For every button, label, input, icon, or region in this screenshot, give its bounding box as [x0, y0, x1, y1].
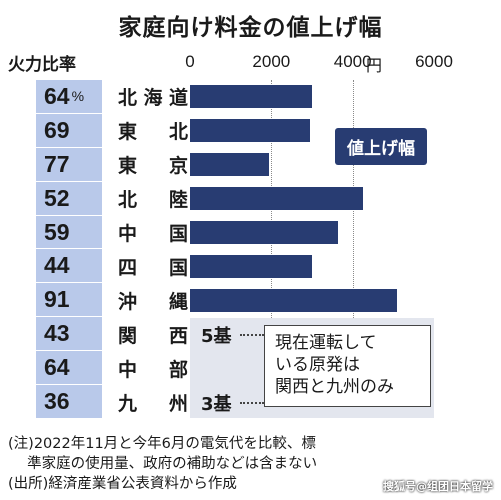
x-tick-label: 2000	[252, 52, 291, 71]
x-tick-label: 0	[185, 52, 195, 71]
region-label-char: 東	[118, 155, 138, 178]
region-label: 四国	[118, 250, 188, 284]
bar-北陸	[190, 187, 363, 211]
region-label-char: 北	[118, 189, 138, 212]
region-label: 関西	[118, 317, 188, 351]
note-line: いる原発は	[275, 355, 360, 375]
region-label-char: 中	[118, 223, 138, 246]
reactor-count-label: 5基	[201, 322, 232, 349]
x-tick-label: 6000	[415, 52, 453, 71]
region-label: 中国	[118, 216, 188, 250]
note-line: 現在運転して	[275, 333, 377, 353]
region-label-char: 国	[168, 256, 188, 279]
region-label: 東北	[118, 114, 188, 148]
leader-line	[240, 402, 264, 405]
region-label-char: 関	[118, 324, 138, 347]
region-label-char: 国	[168, 223, 188, 246]
thermal-ratio-value: 69	[36, 114, 102, 148]
region-label: 東京	[118, 148, 188, 182]
thermal-ratio-column: 64% 69 77 52 59 44 91 43 64 36	[36, 80, 102, 419]
bar-沖縄	[190, 288, 398, 312]
region-label-char: 州	[168, 392, 188, 415]
region-label-char: 陸	[168, 189, 188, 212]
footer-source: (出所)経済産業省公表資料から作成	[8, 476, 237, 492]
thermal-ratio-value: 77	[36, 148, 102, 182]
x-tick-label: 4000	[333, 52, 372, 71]
region-label: 北海道	[118, 80, 188, 114]
bar-中国	[190, 221, 339, 245]
footer-note-1: (注)2022年11月と今年6月の電気代を比較、標	[8, 436, 316, 452]
bar-北海道	[190, 85, 312, 109]
region-label: 九州	[118, 385, 188, 419]
region-label-char: 縄	[168, 290, 188, 313]
region-label-char: 部	[168, 358, 188, 381]
region-label: 沖縄	[118, 283, 188, 317]
legend-badge: 値上げ幅	[335, 128, 427, 165]
thermal-ratio-value: 44	[36, 250, 102, 284]
region-label-char: 中	[118, 358, 138, 381]
percent-sign: %	[71, 88, 85, 105]
region-label: 中部	[118, 351, 188, 385]
footer-note-2: 準家庭の使用量、政府の補助などは含まない	[8, 456, 318, 472]
bar-四国	[190, 254, 312, 278]
note-line: 関西と九州のみ	[275, 377, 394, 397]
region-label-char: 九	[118, 392, 138, 415]
thermal-ratio-value: 64%	[36, 80, 102, 114]
leader-line	[240, 334, 264, 337]
region-label-char: 京	[168, 155, 188, 178]
bar-東北	[190, 119, 310, 143]
thermal-ratio-value: 36	[36, 385, 102, 419]
region-label-char: 四	[118, 256, 138, 279]
x-axis-unit: 円	[366, 56, 383, 75]
region-label-char: 北	[168, 121, 188, 144]
reactor-count-label: 3基	[201, 390, 232, 417]
thermal-ratio-value: 52	[36, 182, 102, 216]
thermal-ratio-value: 43	[36, 317, 102, 352]
region-label-char: 沖	[118, 290, 138, 313]
thermal-ratio-value: 64	[36, 351, 102, 386]
region-label-char: 北	[118, 87, 138, 110]
watermark: 搜狐号@组团日本留学	[383, 480, 493, 493]
region-label: 北陸	[118, 182, 188, 216]
region-label-char: 海	[143, 87, 163, 110]
region-label-char: 道	[168, 87, 188, 110]
thermal-ratio-value: 91	[36, 283, 102, 318]
bar-東京	[190, 153, 270, 177]
thermal-ratio-value: 59	[36, 216, 102, 250]
region-label-char: 西	[168, 324, 188, 347]
region-label-char: 東	[118, 121, 138, 144]
note-box: 現在運転して いる原発は 関西と九州のみ	[264, 325, 431, 407]
thermal-ratio-header: 火力比率	[8, 55, 76, 75]
chart-title: 家庭向け料金の値上げ幅	[118, 15, 383, 41]
